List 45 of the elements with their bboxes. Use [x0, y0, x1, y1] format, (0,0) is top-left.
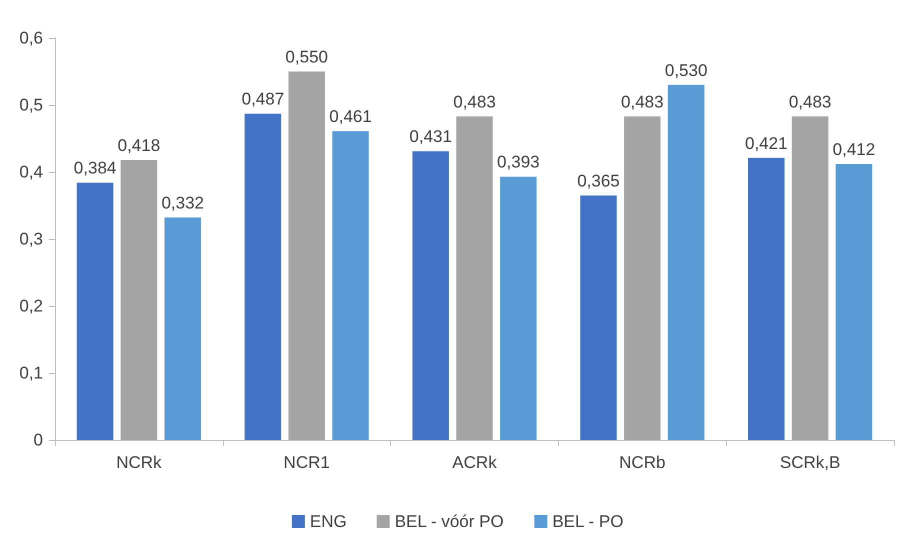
bar [748, 158, 785, 440]
bar [288, 72, 325, 440]
legend-label: BEL - PO [552, 512, 624, 531]
data-label: 0,393 [497, 152, 540, 172]
y-tick-label: 0,2 [19, 296, 43, 316]
x-tick-label: NCRk [116, 453, 162, 472]
x-tick-label: NCR1 [284, 453, 330, 472]
data-label: 0,483 [453, 92, 496, 112]
data-label: 0,384 [74, 158, 116, 178]
x-tick-label: SCRk,B [780, 453, 840, 472]
data-label: 0,461 [329, 107, 372, 126]
bar [580, 195, 617, 440]
data-label: 0,332 [161, 194, 204, 213]
y-tick-label: 0,4 [19, 162, 43, 182]
bar [624, 116, 661, 440]
y-tick-label: 0,3 [19, 230, 43, 248]
y-tick-label: 0,6 [19, 28, 43, 48]
bar [120, 160, 158, 440]
x-tick-label: ACRk [452, 453, 498, 472]
x-tick-label: NCRb [619, 453, 666, 472]
data-label: 0,365 [577, 171, 620, 190]
y-tick-label: 0 [34, 430, 43, 450]
bar [412, 151, 449, 440]
y-tick-label: 0,5 [19, 96, 43, 114]
bar [668, 84, 704, 440]
bar [76, 182, 114, 440]
bar [500, 176, 537, 440]
y-tick-label: 0,1 [19, 364, 43, 382]
data-label: 0,421 [745, 134, 788, 153]
bar [836, 164, 872, 440]
bar [792, 116, 828, 440]
legend-label: ENG [310, 512, 347, 531]
data-label: 0,431 [409, 127, 452, 146]
data-label: 0,530 [664, 60, 708, 80]
data-label: 0,483 [621, 92, 664, 112]
data-label: 0,550 [285, 48, 328, 66]
data-label: 0,487 [242, 90, 284, 109]
data-label: 0,418 [118, 136, 160, 155]
data-label: 0,412 [832, 140, 876, 159]
bar [244, 114, 282, 440]
bar [164, 218, 201, 440]
legend-label: BEL - vóór PO [394, 512, 504, 531]
data-label: 0,483 [788, 92, 832, 112]
bar [456, 116, 493, 440]
bar [332, 131, 369, 440]
